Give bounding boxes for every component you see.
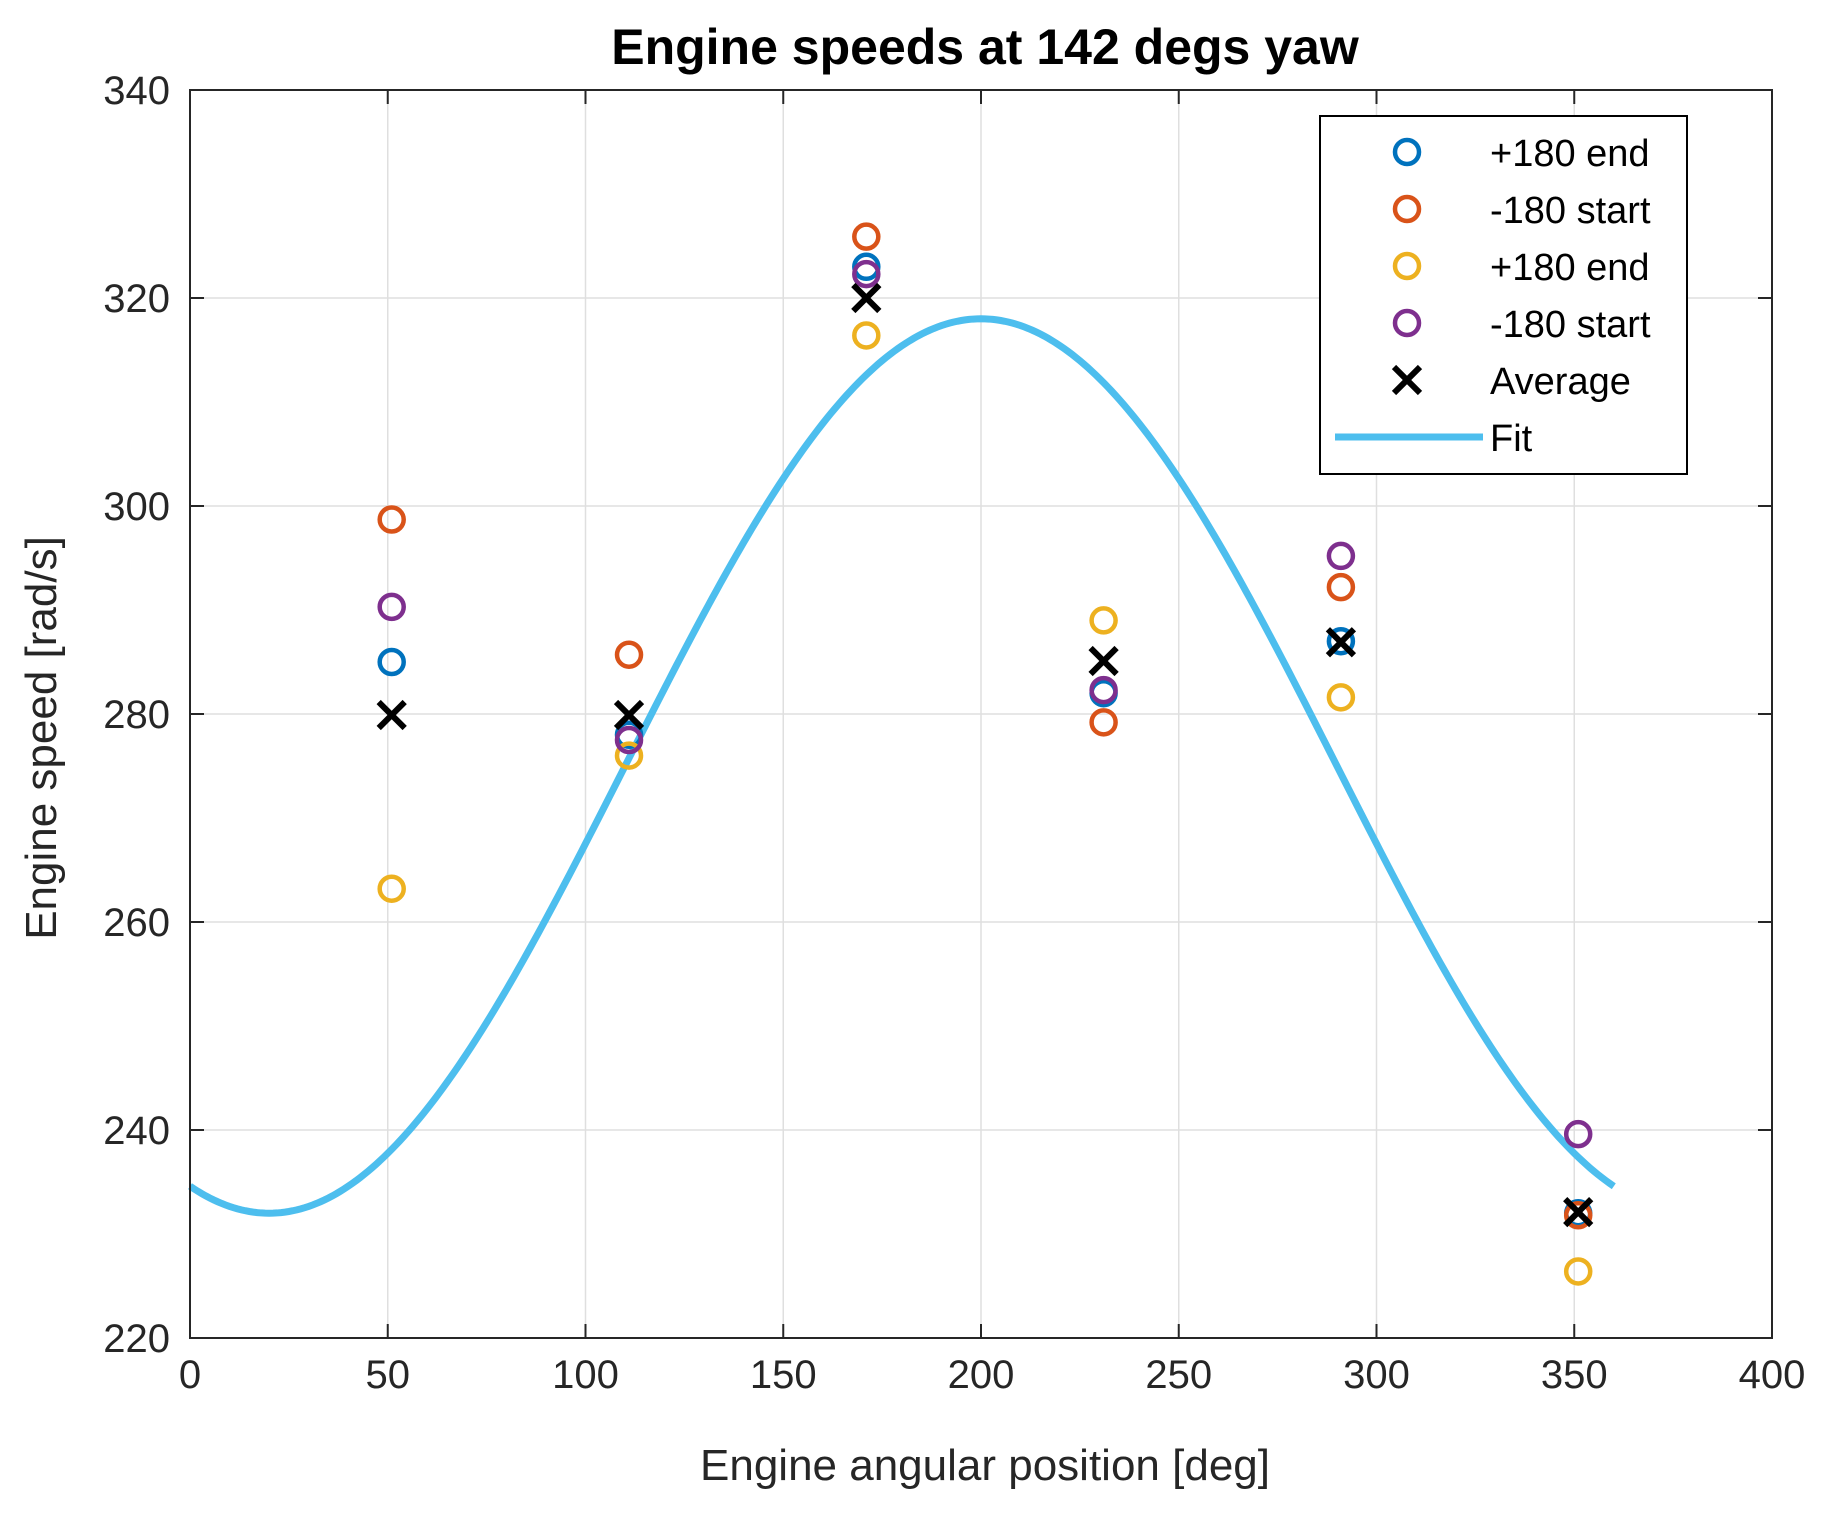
x-tick-label: 400 [1739, 1353, 1806, 1397]
x-tick-label: 350 [1541, 1353, 1608, 1397]
average-point-stroke [613, 699, 645, 731]
series-3-point [614, 725, 644, 755]
series-3-point [377, 592, 406, 622]
series-2-point [1326, 683, 1356, 712]
series-2-point [1089, 606, 1118, 635]
series-3-point [1326, 541, 1356, 571]
grid [189, 89, 1773, 1339]
legend-entry: -180 start [1392, 304, 1651, 346]
y-tick-label: 300 [103, 485, 170, 529]
x-tick-label: 150 [750, 1353, 817, 1397]
average-point-stroke [1088, 645, 1119, 677]
series-2-point [377, 874, 406, 903]
legend-label: -180 start [1490, 190, 1651, 232]
average-point [1563, 1197, 1594, 1228]
fit-layer [188, 315, 1616, 1217]
tick-labels: 0 50 100 150 200 250 300 350 400 220 240 260 280 300 3… [103, 69, 1805, 1397]
x-tick-label: 200 [948, 1353, 1015, 1397]
average-point-stroke [1325, 627, 1357, 658]
legend-marker [1392, 194, 1422, 224]
legend-entry: Fit [1335, 418, 1533, 460]
legend-entry: +180 end [1392, 133, 1650, 175]
series-3-point [1563, 1119, 1593, 1149]
legend-label: -180 start [1490, 304, 1651, 346]
legend-label: Fit [1490, 418, 1533, 460]
legend-marker [1392, 251, 1422, 281]
average-point-stroke [851, 282, 882, 314]
y-tick-label: 220 [103, 1317, 170, 1361]
average-point-stroke [376, 699, 407, 731]
fit-line [188, 315, 1616, 1217]
legend: +180 end -180 start +180 end -180 start Aver… [1319, 115, 1688, 475]
plot-box [189, 89, 1773, 1339]
legend-entry: +180 end [1392, 247, 1650, 289]
x-tick-label: 250 [1145, 1353, 1212, 1397]
series-3-point [852, 259, 881, 289]
legend-entry: -180 start [1392, 190, 1651, 232]
y-tick-label: 240 [103, 1109, 170, 1153]
x-tick-label: 0 [179, 1353, 201, 1397]
y-tick-label: 260 [103, 901, 170, 945]
average-point [1088, 645, 1119, 677]
legend-label: +180 end [1490, 133, 1650, 175]
series-1-point [1326, 572, 1356, 602]
series-0-point [377, 647, 406, 677]
axes [189, 89, 1773, 1339]
x-tick-label: 100 [552, 1353, 619, 1397]
series-1-point [1089, 708, 1118, 737]
legend-marker [1392, 308, 1422, 338]
series-1-point [852, 222, 881, 251]
average-point [1325, 627, 1357, 658]
series-2-point [1563, 1257, 1593, 1286]
y-tick-label: 280 [103, 693, 170, 737]
average-point-stroke [1563, 1197, 1594, 1228]
chart-title: Engine speeds at 142 degs yaw [611, 19, 1359, 75]
average-point [613, 699, 645, 731]
x-tick-label: 300 [1343, 1353, 1410, 1397]
legend-label: +180 end [1490, 247, 1650, 289]
series-1-point [377, 505, 406, 534]
series-1-point [614, 640, 644, 669]
legend-marker [1391, 364, 1423, 396]
legend-marker [1392, 137, 1422, 167]
x-axis-label: Engine angular position [deg] [700, 1441, 1270, 1490]
series-0-point [1326, 626, 1356, 656]
y-axis-label: Engine speed [rad/s] [17, 536, 66, 940]
average-point [376, 699, 407, 731]
marker-layer [376, 222, 1594, 1286]
y-tick-label: 320 [103, 277, 170, 321]
series-3-point [1089, 675, 1118, 705]
x-tick-label: 50 [366, 1353, 411, 1397]
legend-box [1319, 115, 1688, 475]
series-2-point [614, 741, 644, 770]
y-tick-label: 340 [103, 69, 170, 113]
series-1-point [1563, 1201, 1593, 1230]
series-2-point [852, 321, 881, 350]
average-point [851, 282, 882, 314]
legend-entry: Average [1391, 361, 1631, 403]
legend-label: Average [1490, 361, 1631, 403]
